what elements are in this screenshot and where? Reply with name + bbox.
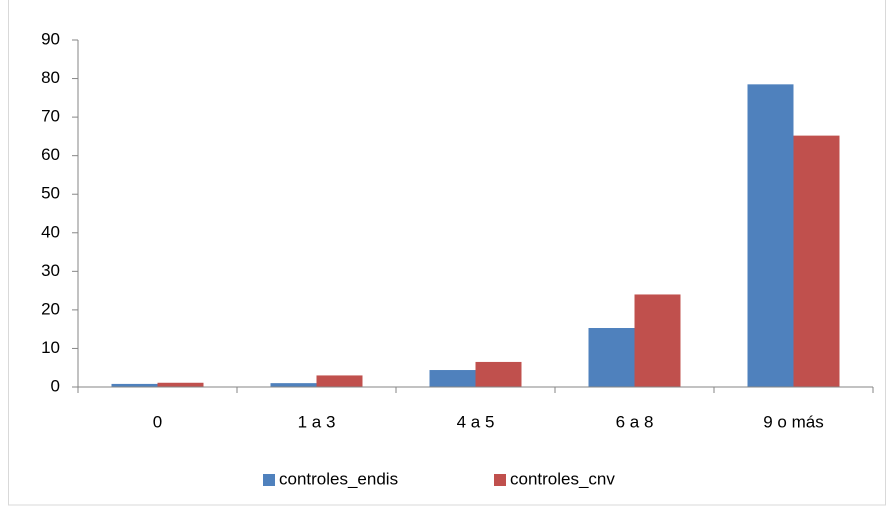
- bar: [747, 84, 794, 387]
- bar: [157, 382, 204, 387]
- y-tick-label: 40: [41, 222, 60, 241]
- y-tick-label: 80: [41, 68, 60, 87]
- x-tick-label: 6 a 8: [616, 412, 654, 431]
- y-tick-label: 60: [41, 145, 60, 164]
- bar: [111, 383, 158, 387]
- chart-frame: [8, 0, 886, 506]
- bar: [793, 135, 840, 387]
- y-tick-label: 70: [41, 107, 60, 126]
- y-tick-label: 0: [51, 376, 60, 395]
- legend-swatch: [263, 474, 275, 486]
- y-tick-label: 50: [41, 184, 60, 203]
- legend-label: controles_cnv: [510, 469, 615, 488]
- x-tick-label: 1 a 3: [298, 412, 336, 431]
- y-tick-label: 20: [41, 299, 60, 318]
- x-tick-label: 4 a 5: [457, 412, 495, 431]
- bar: [316, 375, 363, 387]
- x-tick-label: 0: [153, 412, 162, 431]
- y-tick-label: 30: [41, 261, 60, 280]
- bar: [270, 383, 317, 387]
- bar: [634, 294, 681, 387]
- legend-label: controles_endis: [279, 469, 398, 488]
- y-tick-label: 90: [41, 29, 60, 48]
- x-tick-label: 9 o más: [763, 412, 823, 431]
- bar: [588, 328, 635, 387]
- bar: [475, 361, 522, 387]
- bar: [429, 370, 476, 387]
- legend-swatch: [494, 474, 506, 486]
- y-tick-label: 10: [41, 338, 60, 357]
